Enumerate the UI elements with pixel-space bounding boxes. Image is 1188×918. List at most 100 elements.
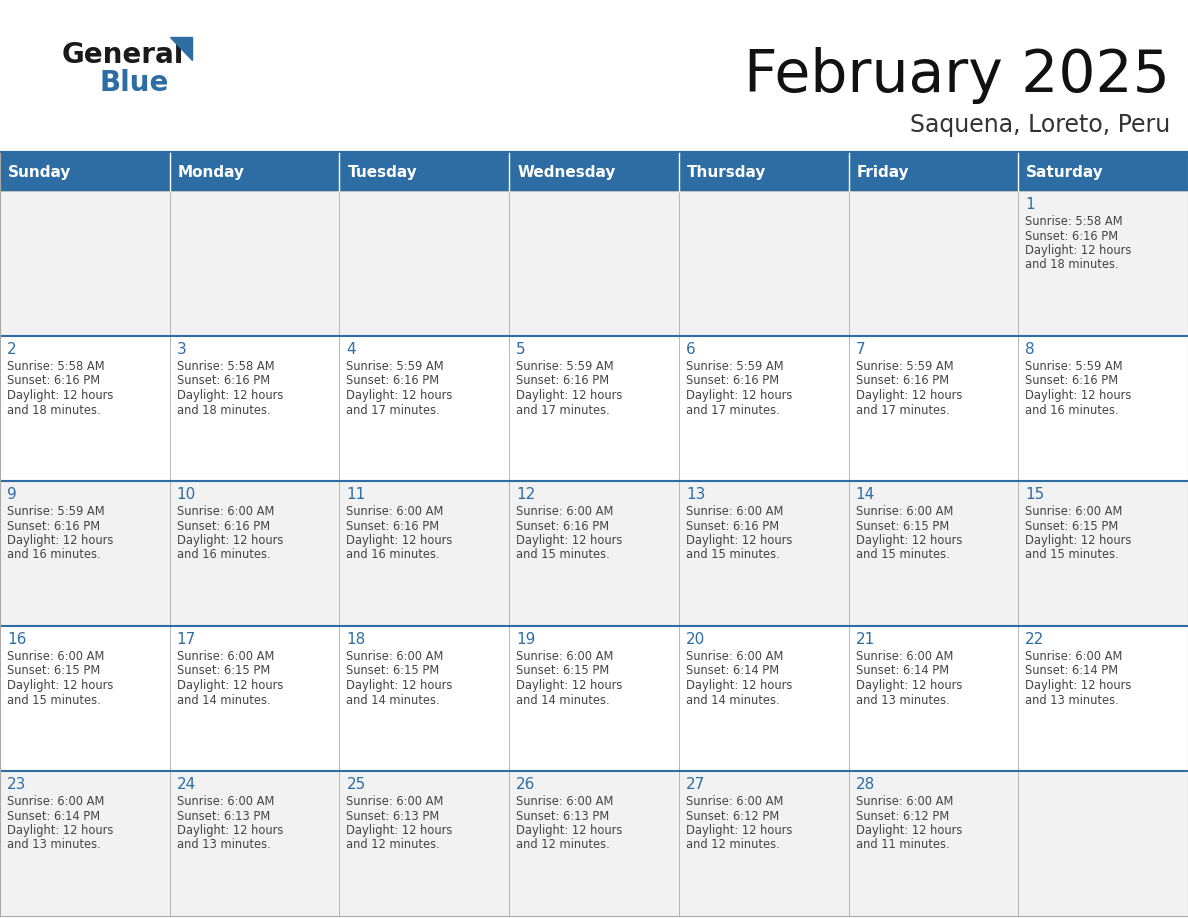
- Text: Sunrise: 5:59 AM: Sunrise: 5:59 AM: [855, 360, 953, 373]
- Bar: [678, 336, 848, 481]
- Text: Sunset: 6:16 PM: Sunset: 6:16 PM: [685, 375, 779, 387]
- Text: Saturday: Saturday: [1026, 164, 1104, 180]
- Text: 8: 8: [1025, 342, 1035, 357]
- Text: Daylight: 12 hours: Daylight: 12 hours: [347, 389, 453, 402]
- Bar: [340, 336, 510, 481]
- Text: Sunset: 6:13 PM: Sunset: 6:13 PM: [347, 810, 440, 823]
- Text: Sunset: 6:16 PM: Sunset: 6:16 PM: [855, 375, 949, 387]
- Text: 21: 21: [855, 632, 874, 647]
- Text: and 14 minutes.: and 14 minutes.: [685, 693, 779, 707]
- Text: 23: 23: [7, 777, 26, 792]
- Text: Sunset: 6:16 PM: Sunset: 6:16 PM: [1025, 230, 1118, 242]
- Text: Sunrise: 5:59 AM: Sunrise: 5:59 AM: [347, 360, 444, 373]
- Text: and 17 minutes.: and 17 minutes.: [685, 404, 779, 417]
- Bar: [510, 191, 678, 336]
- Bar: [340, 153, 510, 191]
- Bar: [170, 626, 340, 771]
- Text: Sunrise: 6:00 AM: Sunrise: 6:00 AM: [7, 795, 105, 808]
- Bar: [0, 336, 170, 481]
- Text: Sunset: 6:16 PM: Sunset: 6:16 PM: [177, 520, 270, 532]
- Text: Daylight: 12 hours: Daylight: 12 hours: [855, 824, 962, 837]
- Bar: [678, 191, 848, 336]
- Bar: [1018, 153, 1188, 191]
- Text: Sunrise: 6:00 AM: Sunrise: 6:00 AM: [516, 795, 613, 808]
- Text: and 16 minutes.: and 16 minutes.: [177, 548, 271, 562]
- Text: Sunset: 6:16 PM: Sunset: 6:16 PM: [347, 375, 440, 387]
- Text: Sunset: 6:12 PM: Sunset: 6:12 PM: [855, 810, 949, 823]
- Bar: [1018, 771, 1188, 916]
- Text: Daylight: 12 hours: Daylight: 12 hours: [347, 679, 453, 692]
- Bar: [510, 481, 678, 626]
- Bar: [1018, 626, 1188, 771]
- Bar: [0, 626, 170, 771]
- Bar: [678, 481, 848, 626]
- Bar: [0, 771, 170, 916]
- Text: 18: 18: [347, 632, 366, 647]
- Bar: [510, 153, 678, 191]
- Text: Sunset: 6:16 PM: Sunset: 6:16 PM: [1025, 375, 1118, 387]
- Text: Sunrise: 6:00 AM: Sunrise: 6:00 AM: [177, 505, 274, 518]
- Text: Sunset: 6:16 PM: Sunset: 6:16 PM: [7, 375, 100, 387]
- Text: 26: 26: [516, 777, 536, 792]
- Text: and 18 minutes.: and 18 minutes.: [1025, 259, 1119, 272]
- Text: 4: 4: [347, 342, 356, 357]
- Text: Sunrise: 5:59 AM: Sunrise: 5:59 AM: [516, 360, 614, 373]
- Text: Sunrise: 6:00 AM: Sunrise: 6:00 AM: [1025, 650, 1123, 663]
- Text: Tuesday: Tuesday: [347, 164, 417, 180]
- Text: Daylight: 12 hours: Daylight: 12 hours: [7, 824, 113, 837]
- Text: Daylight: 12 hours: Daylight: 12 hours: [7, 679, 113, 692]
- Bar: [848, 481, 1018, 626]
- Text: Daylight: 12 hours: Daylight: 12 hours: [855, 679, 962, 692]
- Bar: [170, 771, 340, 916]
- Text: and 13 minutes.: and 13 minutes.: [855, 693, 949, 707]
- Text: and 15 minutes.: and 15 minutes.: [1025, 548, 1119, 562]
- Bar: [170, 481, 340, 626]
- Text: Daylight: 12 hours: Daylight: 12 hours: [7, 389, 113, 402]
- Text: General: General: [62, 41, 184, 69]
- Text: and 15 minutes.: and 15 minutes.: [7, 693, 101, 707]
- Text: 24: 24: [177, 777, 196, 792]
- Bar: [510, 336, 678, 481]
- Text: 19: 19: [516, 632, 536, 647]
- Text: Daylight: 12 hours: Daylight: 12 hours: [1025, 534, 1132, 547]
- Text: Sunset: 6:16 PM: Sunset: 6:16 PM: [516, 375, 609, 387]
- Text: and 12 minutes.: and 12 minutes.: [347, 838, 441, 852]
- Polygon shape: [170, 37, 192, 60]
- Text: 27: 27: [685, 777, 706, 792]
- Bar: [340, 626, 510, 771]
- Text: Daylight: 12 hours: Daylight: 12 hours: [177, 389, 283, 402]
- Text: Daylight: 12 hours: Daylight: 12 hours: [347, 824, 453, 837]
- Text: and 15 minutes.: and 15 minutes.: [516, 548, 609, 562]
- Text: Daylight: 12 hours: Daylight: 12 hours: [7, 534, 113, 547]
- Text: Daylight: 12 hours: Daylight: 12 hours: [685, 679, 792, 692]
- Bar: [848, 336, 1018, 481]
- Text: Sunset: 6:13 PM: Sunset: 6:13 PM: [516, 810, 609, 823]
- Text: Daylight: 12 hours: Daylight: 12 hours: [855, 389, 962, 402]
- Text: Sunset: 6:15 PM: Sunset: 6:15 PM: [855, 520, 949, 532]
- Text: and 17 minutes.: and 17 minutes.: [855, 404, 949, 417]
- Text: Sunrise: 6:00 AM: Sunrise: 6:00 AM: [855, 650, 953, 663]
- Text: 17: 17: [177, 632, 196, 647]
- Text: 14: 14: [855, 487, 874, 502]
- Text: Sunset: 6:15 PM: Sunset: 6:15 PM: [1025, 520, 1119, 532]
- Text: Sunrise: 5:59 AM: Sunrise: 5:59 AM: [685, 360, 783, 373]
- Text: Daylight: 12 hours: Daylight: 12 hours: [177, 824, 283, 837]
- Text: Sunset: 6:13 PM: Sunset: 6:13 PM: [177, 810, 270, 823]
- Text: Daylight: 12 hours: Daylight: 12 hours: [177, 679, 283, 692]
- Text: 9: 9: [7, 487, 17, 502]
- Bar: [678, 626, 848, 771]
- Text: Sunrise: 6:00 AM: Sunrise: 6:00 AM: [516, 650, 613, 663]
- Text: Sunrise: 5:59 AM: Sunrise: 5:59 AM: [7, 505, 105, 518]
- Text: Blue: Blue: [100, 69, 170, 97]
- Text: 22: 22: [1025, 632, 1044, 647]
- Text: and 13 minutes.: and 13 minutes.: [1025, 693, 1119, 707]
- Bar: [170, 336, 340, 481]
- Text: Daylight: 12 hours: Daylight: 12 hours: [516, 679, 623, 692]
- Text: Sunrise: 6:00 AM: Sunrise: 6:00 AM: [685, 795, 783, 808]
- Bar: [0, 481, 170, 626]
- Text: 2: 2: [7, 342, 17, 357]
- Bar: [510, 626, 678, 771]
- Text: Daylight: 12 hours: Daylight: 12 hours: [516, 389, 623, 402]
- Text: Sunset: 6:14 PM: Sunset: 6:14 PM: [685, 665, 779, 677]
- Text: Daylight: 12 hours: Daylight: 12 hours: [1025, 679, 1132, 692]
